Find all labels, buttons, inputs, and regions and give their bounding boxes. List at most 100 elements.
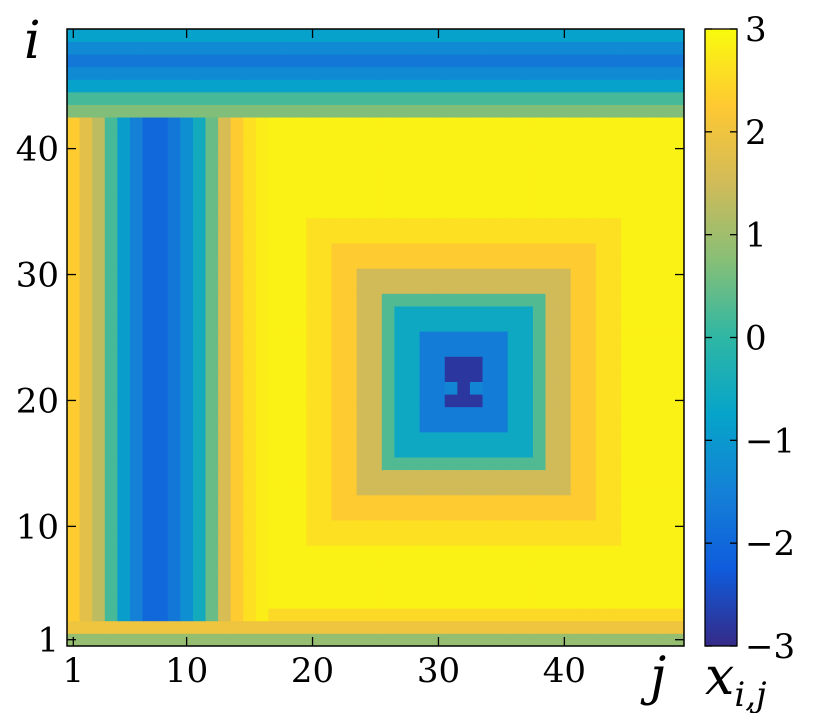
heatmap-cell — [344, 104, 358, 118]
heatmap-cell — [293, 545, 307, 559]
heatmap-cell — [507, 318, 521, 332]
heatmap-cell — [595, 444, 609, 458]
heatmap-cell — [306, 583, 320, 597]
heatmap-cell — [482, 306, 496, 320]
heatmap-cell — [79, 129, 93, 143]
heatmap-cell — [331, 230, 345, 244]
heatmap-cell — [167, 230, 181, 244]
heatmap-cell — [595, 494, 609, 508]
heatmap-cell — [495, 117, 509, 131]
heatmap-cell — [532, 494, 546, 508]
heatmap-cell — [406, 356, 420, 370]
heatmap-cell — [444, 520, 458, 534]
heatmap-cell — [545, 243, 559, 257]
heatmap-cell — [218, 608, 232, 622]
heatmap-cell — [532, 104, 546, 118]
heatmap-cell — [331, 280, 345, 294]
heatmap-cell — [457, 66, 471, 80]
heatmap-cell — [167, 167, 181, 181]
heatmap-cell — [621, 129, 635, 143]
heatmap-cell — [92, 29, 106, 42]
heatmap-cell — [344, 419, 358, 433]
heatmap-cell — [104, 381, 118, 395]
heatmap-cell — [180, 66, 194, 80]
heatmap-cell — [406, 482, 420, 496]
colorbar-tick-label: −3 — [745, 627, 795, 667]
heatmap-cell — [608, 532, 622, 546]
heatmap-cell — [331, 520, 345, 534]
heatmap-cell — [608, 129, 622, 143]
heatmap-cell — [545, 293, 559, 307]
heatmap-cell — [129, 557, 143, 571]
heatmap-cell — [419, 331, 433, 345]
heatmap-cell — [369, 268, 383, 282]
heatmap-cell — [79, 66, 93, 80]
heatmap-cell — [243, 129, 257, 143]
heatmap-cell — [406, 306, 420, 320]
heatmap-cell — [104, 545, 118, 559]
heatmap-cell — [520, 557, 534, 571]
heatmap-cell — [419, 570, 433, 584]
heatmap-cell — [192, 368, 206, 382]
heatmap-cell — [381, 192, 395, 206]
heatmap-cell — [192, 280, 206, 294]
heatmap-cell — [570, 293, 584, 307]
heatmap-cell — [218, 368, 232, 382]
heatmap-cell — [583, 469, 597, 483]
heatmap-cell — [570, 280, 584, 294]
heatmap-cell — [495, 557, 509, 571]
heatmap-cell — [356, 117, 370, 131]
heatmap-cell — [570, 444, 584, 458]
heatmap-cell — [595, 331, 609, 345]
heatmap-cell — [457, 268, 471, 282]
heatmap-cell — [356, 494, 370, 508]
heatmap-cell — [306, 595, 320, 609]
heatmap-cell — [671, 457, 685, 471]
heatmap-cell — [293, 306, 307, 320]
heatmap-cell — [671, 192, 685, 206]
heatmap-cell — [268, 532, 282, 546]
heatmap-cell — [155, 230, 169, 244]
heatmap-cell — [394, 570, 408, 584]
heatmap-cell — [155, 469, 169, 483]
heatmap-cell — [104, 431, 118, 445]
heatmap-cell — [167, 142, 181, 156]
heatmap-cell — [155, 318, 169, 332]
heatmap-cell — [545, 381, 559, 395]
heatmap-cell — [268, 557, 282, 571]
heatmap-cell — [129, 457, 143, 471]
heatmap-cell — [281, 66, 295, 80]
heatmap-cell — [180, 117, 194, 131]
heatmap-cell — [218, 520, 232, 534]
heatmap-cell — [570, 54, 584, 68]
heatmap-cell — [633, 293, 647, 307]
heatmap-cell — [142, 469, 156, 483]
heatmap-cell — [532, 570, 546, 584]
heatmap-cell — [457, 230, 471, 244]
heatmap-cell — [318, 368, 332, 382]
heatmap-cell — [495, 520, 509, 534]
heatmap-cell — [155, 532, 169, 546]
heatmap-cell — [658, 532, 672, 546]
heatmap-cell — [344, 243, 358, 257]
heatmap-cell — [92, 293, 106, 307]
heatmap-cell — [394, 482, 408, 496]
heatmap-cell — [192, 457, 206, 471]
heatmap-cell — [192, 29, 206, 42]
heatmap-cell — [457, 331, 471, 345]
heatmap-cell — [621, 29, 635, 42]
heatmap-cell — [419, 406, 433, 420]
heatmap-cell — [381, 419, 395, 433]
heatmap-cell — [281, 306, 295, 320]
heatmap-cell — [469, 507, 483, 521]
heatmap-cell — [457, 243, 471, 257]
heatmap-cell — [469, 192, 483, 206]
heatmap-cell — [92, 154, 106, 168]
heatmap-cell — [129, 180, 143, 194]
heatmap-cell — [180, 507, 194, 521]
heatmap-cell — [92, 66, 106, 80]
heatmap-cell — [180, 331, 194, 345]
heatmap-cell — [117, 343, 131, 357]
heatmap-cell — [381, 91, 395, 105]
heatmap-cell — [419, 192, 433, 206]
